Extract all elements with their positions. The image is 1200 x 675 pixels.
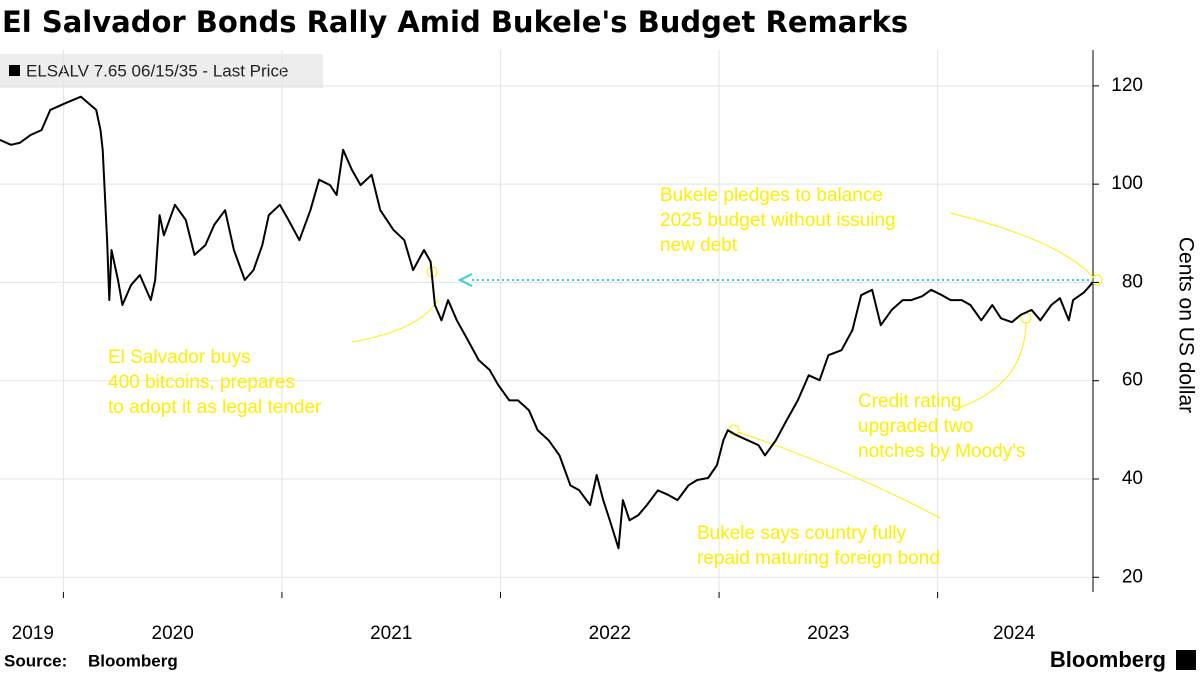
annotation-text: El Salvador buys	[108, 347, 251, 368]
annotation-connector	[737, 431, 941, 519]
legend-box	[0, 54, 323, 88]
annotation-text: 2025 budget without issuing	[660, 210, 896, 231]
annotation-text: upgraded two	[858, 416, 973, 437]
annotation-text: Bukele pledges to balance	[660, 185, 883, 206]
y-tick-label: 80	[1122, 271, 1143, 292]
y-axis-label: Cents on US dollar	[1174, 237, 1197, 413]
annotation-text: new debt	[660, 235, 738, 256]
annotation-text: 400 bitcoins, prepares	[108, 372, 295, 393]
x-tick-label: 2023	[807, 623, 849, 644]
annotation-text: Credit rating	[858, 391, 962, 412]
x-tick-label: 2019	[12, 623, 54, 644]
source-text: Bloomberg	[88, 651, 178, 670]
y-tick-label: 100	[1111, 173, 1143, 194]
x-tick-label: 2022	[589, 623, 631, 644]
annotation-text: notches by Moody's	[858, 441, 1025, 462]
annotation-text: repaid maturing foreign bond	[697, 548, 940, 569]
brand: Bloomberg	[1050, 647, 1166, 672]
legend-label: ELSALV 7.65 06/15/35 - Last Price	[26, 61, 288, 80]
price-line	[0, 95, 1094, 550]
x-tick-label: 2024	[993, 623, 1036, 644]
annotation-text: Bukele says country fully	[697, 523, 907, 544]
annotation-connector	[457, 273, 473, 287]
x-tick-label: 2020	[152, 623, 194, 644]
brand-icon	[1176, 650, 1196, 670]
x-tick-label: 2021	[370, 623, 412, 644]
chart-title: El Salvador Bonds Rally Amid Bukele's Bu…	[2, 5, 908, 39]
y-tick-label: 60	[1122, 370, 1143, 391]
plot-area: 20 40 60 80 100 120 2019 2020 2021 2022 2023 2024 El…	[0, 50, 1143, 644]
y-tick-label: 40	[1122, 468, 1143, 489]
annotation-connector	[351, 299, 439, 343]
annotation-text: to adopt it as legal tender	[108, 397, 322, 418]
annotation-connector	[949, 212, 1095, 279]
source-label: Source:	[4, 651, 67, 670]
y-tick-label: 20	[1122, 566, 1143, 587]
y-tick-label: 120	[1111, 75, 1143, 96]
annotation-connector	[957, 321, 1027, 409]
legend-swatch	[9, 65, 20, 76]
